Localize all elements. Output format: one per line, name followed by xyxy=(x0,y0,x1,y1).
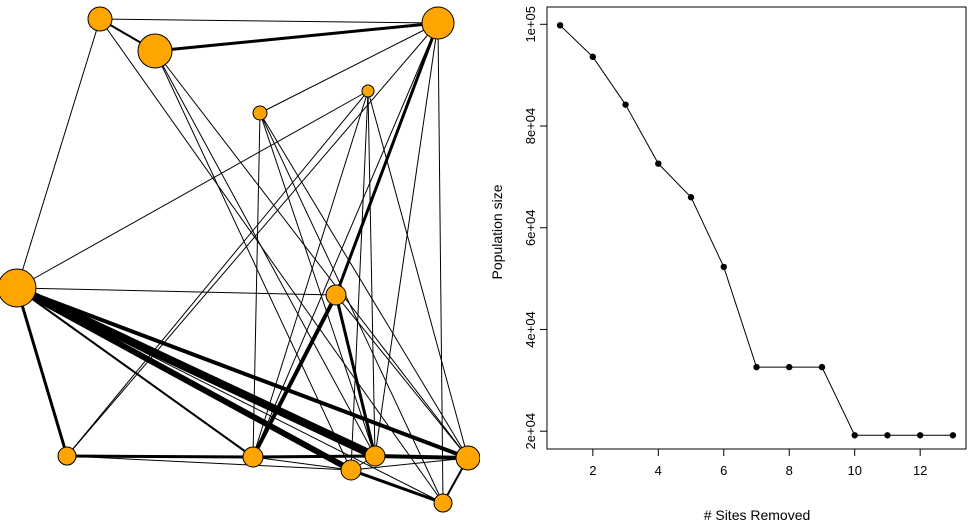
data-point xyxy=(655,160,662,167)
network-node xyxy=(87,6,113,32)
network-edge xyxy=(367,90,376,457)
data-points xyxy=(556,22,957,439)
network-edge xyxy=(16,287,337,296)
network-node xyxy=(0,268,37,308)
network-edge xyxy=(374,454,469,460)
network-edge xyxy=(259,112,469,459)
network-edge xyxy=(252,454,376,459)
network-edge xyxy=(334,294,377,457)
network-edge xyxy=(16,287,254,458)
data-point xyxy=(786,363,793,371)
network-edge xyxy=(66,454,254,459)
data-point xyxy=(818,363,826,371)
x-tick-label: 6 xyxy=(720,463,727,478)
data-point xyxy=(884,432,891,439)
network-edge xyxy=(251,294,338,458)
network-node xyxy=(364,445,386,467)
data-point xyxy=(916,432,924,439)
network-edge xyxy=(15,287,69,457)
network-edge xyxy=(16,18,101,289)
network-edge xyxy=(367,90,469,459)
data-point xyxy=(949,432,957,439)
network-edge xyxy=(154,50,376,457)
x-tick-label: 2 xyxy=(589,463,596,478)
y-tick-label: 8e+04 xyxy=(523,108,538,145)
network-node xyxy=(57,446,77,466)
network-edge xyxy=(15,284,377,460)
network-nodes xyxy=(0,6,480,513)
series-line xyxy=(559,24,953,436)
network-edge xyxy=(350,468,444,505)
y-axis: 2e+04 4e+04 6e+04 8e+04 1e+05 xyxy=(523,6,547,449)
network-edges xyxy=(15,18,469,505)
network-edge xyxy=(66,455,352,471)
network-edge xyxy=(15,285,353,473)
x-tick-label: 12 xyxy=(913,463,927,478)
network-edge xyxy=(66,22,439,457)
network-node xyxy=(325,284,347,306)
data-point xyxy=(851,432,858,439)
network-edge xyxy=(252,22,439,458)
network-graph xyxy=(0,6,480,513)
network-edge xyxy=(252,90,369,458)
network-edge xyxy=(99,18,439,24)
data-point xyxy=(687,194,695,201)
network-node xyxy=(137,33,173,69)
y-tick-label: 2e+04 xyxy=(523,413,538,450)
data-point xyxy=(622,101,629,108)
y-axis-title: Population size xyxy=(489,184,505,279)
data-point xyxy=(720,263,727,271)
y-tick-label: 4e+04 xyxy=(523,311,538,348)
network-edge xyxy=(437,22,444,504)
data-point xyxy=(556,22,564,29)
data-point xyxy=(753,363,760,371)
network-edge xyxy=(259,22,439,114)
network-node xyxy=(421,6,455,40)
network-edge xyxy=(335,294,469,459)
network-node xyxy=(433,493,453,513)
network-edge xyxy=(66,90,369,457)
x-tick-label: 8 xyxy=(786,463,793,478)
network-edge xyxy=(252,456,352,471)
y-tick-label: 1e+05 xyxy=(523,6,538,43)
network-edge xyxy=(154,50,469,459)
network-edge xyxy=(350,90,369,471)
network-edge xyxy=(99,18,444,504)
network-node xyxy=(242,446,264,468)
network-edge xyxy=(16,286,469,460)
plot-frame xyxy=(546,6,967,450)
network-node xyxy=(455,445,480,471)
network-edge xyxy=(334,22,440,296)
x-tick-label: 10 xyxy=(847,463,861,478)
data-point xyxy=(589,53,597,61)
network-edge xyxy=(350,457,469,471)
network-node xyxy=(252,105,268,121)
network-edge xyxy=(16,90,369,289)
network-node xyxy=(361,84,375,98)
network-edge xyxy=(252,112,261,458)
x-axis: 2 4 6 8 10 12 xyxy=(589,449,927,478)
network-edge xyxy=(154,21,439,53)
x-axis-title: # Sites Removed xyxy=(704,507,811,523)
network-edge xyxy=(259,112,444,504)
network-edge xyxy=(374,22,439,457)
network-edge xyxy=(259,112,376,457)
y-tick-label: 6e+04 xyxy=(523,209,538,246)
x-tick-label: 4 xyxy=(655,463,662,478)
network-node xyxy=(340,459,362,481)
